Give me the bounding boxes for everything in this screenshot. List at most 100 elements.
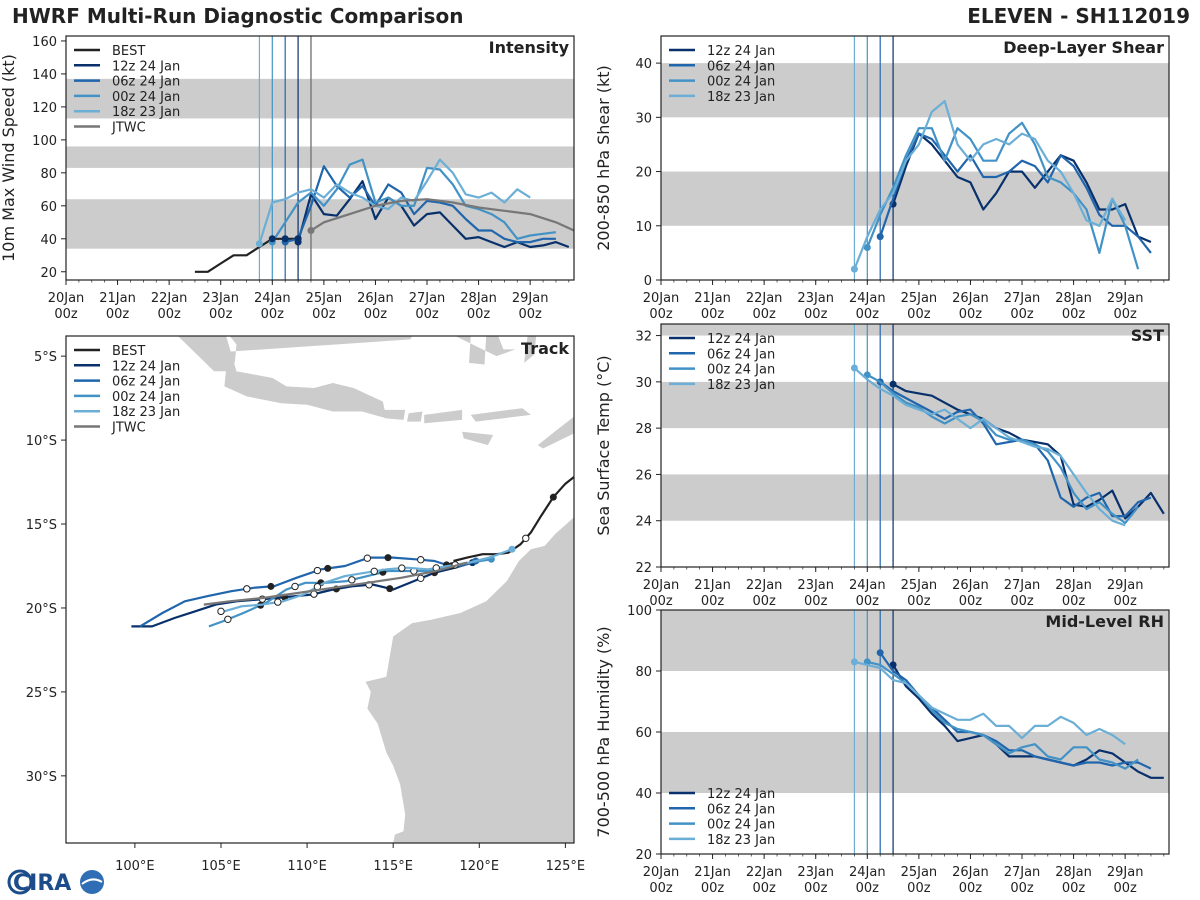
x-tick-label: 00z xyxy=(649,307,673,322)
x-tick-label: 00z xyxy=(209,307,233,322)
track-halfday-point xyxy=(291,582,299,591)
shear-series-06z-24-jan xyxy=(879,132,1152,254)
x-tick-label: 27Jan xyxy=(1004,865,1041,880)
rh-series-12z-24-jan xyxy=(892,664,1164,779)
cira-logo: CIRA xyxy=(7,869,104,896)
y-tick-label: 28 xyxy=(635,422,652,437)
x-tick-label: 28Jan xyxy=(1055,865,1092,880)
x-tick-label: 00z xyxy=(518,307,542,322)
y-tick-label: 160 xyxy=(32,35,57,50)
x-tick-label: 26Jan xyxy=(952,578,989,593)
x-tick-label: 21Jan xyxy=(99,291,136,306)
track-halfday-point xyxy=(243,585,251,593)
x-tick-label: 25Jan xyxy=(901,865,938,880)
legend-label-jtwc: JTWC xyxy=(111,121,146,136)
intensity-series-18z-23-jan xyxy=(258,158,531,245)
x-tick-label: 27Jan xyxy=(1004,291,1041,306)
track-map-area xyxy=(131,336,574,843)
main-title: HWRF Multi-Run Diagnostic Comparison xyxy=(12,4,464,28)
x-tick-label: 25Jan xyxy=(306,291,343,306)
x-tick-label: 00z xyxy=(1010,881,1034,896)
track-daily-point xyxy=(386,585,394,593)
x-tick-label: 24Jan xyxy=(849,865,886,880)
x-tick-label: 00z xyxy=(1062,594,1086,609)
x-tick-label: 24Jan xyxy=(849,291,886,306)
lon-tick-label: 110°E xyxy=(287,859,327,874)
legend-label-12z-24-jan: 12z 24 Jan xyxy=(707,787,775,802)
x-tick-label: 26Jan xyxy=(357,291,394,306)
x-tick-label: 28Jan xyxy=(1055,578,1092,593)
sst-start-point xyxy=(850,364,858,372)
track-06z-24-jan xyxy=(139,556,477,628)
x-tick-label: 00z xyxy=(106,307,130,322)
x-tick-label: 00z xyxy=(856,881,880,896)
x-tick-label: 00z xyxy=(856,594,880,609)
legend-label-18z-23-jan: 18z 23 Jan xyxy=(707,90,775,105)
lat-tick-label: 10°S xyxy=(26,434,57,449)
track-daily-point xyxy=(267,582,275,590)
shear-title: Deep-Layer Shear xyxy=(1003,38,1164,57)
intensity-init-point xyxy=(281,235,289,243)
threshold-band xyxy=(66,78,574,119)
x-tick-label: 26Jan xyxy=(952,291,989,306)
intensity-series-jtwc xyxy=(310,198,575,232)
shear-series-18z-23-jan xyxy=(853,100,1127,270)
legend-label-best: BEST xyxy=(112,44,145,59)
landmass xyxy=(177,336,237,372)
intensity-series-best xyxy=(194,237,299,273)
track-halfday-point xyxy=(370,567,378,576)
x-tick-label: 00z xyxy=(364,307,388,322)
y-tick-label: 26 xyxy=(635,468,652,483)
lat-tick-label: 25°S xyxy=(26,686,57,701)
x-tick-label: 21Jan xyxy=(694,291,731,306)
y-tick-label: 100 xyxy=(32,134,57,149)
x-tick-label: 23Jan xyxy=(797,865,834,880)
y-tick-label: 60 xyxy=(635,726,652,741)
legend-label-12z-24-jan: 12z 24 Jan xyxy=(707,332,775,347)
y-tick-label: 120 xyxy=(32,101,57,116)
track-daily-point xyxy=(549,493,557,501)
x-tick-label: 22Jan xyxy=(746,291,783,306)
x-tick-label: 00z xyxy=(467,307,491,322)
sst-panel: 22 24 26 28 30 32 SST Sea Surface Temp (°C) xyxy=(594,323,1170,576)
legend-label-12z-24-jan: 12z 24 Jan xyxy=(707,44,775,59)
shear-ylabel: 200-850 hPa Shear (kt) xyxy=(594,65,613,251)
x-tick-label: 20Jan xyxy=(643,291,680,306)
shear-start-point xyxy=(850,265,858,273)
logo-globe xyxy=(80,870,104,894)
sst-series-18z-23-jan xyxy=(853,367,1126,527)
sst-frame xyxy=(660,323,1170,568)
intensity-marker xyxy=(307,227,315,235)
x-tick-label: 00z xyxy=(701,307,725,322)
legend-label-06z-24-jan: 06z 24 Jan xyxy=(707,59,775,74)
y-tick-label: 22 xyxy=(635,561,652,576)
y-tick-label: 40 xyxy=(635,787,652,802)
landmass xyxy=(424,409,463,424)
x-tick-label: 22Jan xyxy=(151,291,188,306)
threshold-band xyxy=(661,63,1169,118)
track-halfday-point xyxy=(417,556,425,564)
sst-start-point xyxy=(889,380,897,388)
legend-label-18z-23-jan: 18z 23 Jan xyxy=(112,105,180,120)
x-tick-label: 00z xyxy=(907,594,931,609)
shear-start-point xyxy=(876,233,884,241)
track-start-point xyxy=(508,545,516,553)
x-tick-label: 20Jan xyxy=(48,291,85,306)
x-tick-label: 23Jan xyxy=(202,291,239,306)
x-tick-label: 22Jan xyxy=(746,865,783,880)
track-halfday-point xyxy=(217,607,225,616)
intensity-series-06z-24-jan xyxy=(284,165,556,244)
legend-label-06z-24-jan: 06z 24 Jan xyxy=(112,75,180,90)
intensity-init-point xyxy=(268,235,276,243)
x-tick-label: 27Jan xyxy=(409,291,446,306)
x-tick-label: 00z xyxy=(1010,594,1034,609)
x-tick-label: 00z xyxy=(804,307,828,322)
x-tick-label: 00z xyxy=(1010,307,1034,322)
landmass xyxy=(212,336,413,363)
y-tick-label: 24 xyxy=(635,515,652,530)
y-tick-label: 40 xyxy=(635,57,652,72)
logo-text: CIRA xyxy=(13,871,71,896)
y-tick-label: 80 xyxy=(40,167,57,182)
lat-tick-label: 20°S xyxy=(26,602,57,617)
